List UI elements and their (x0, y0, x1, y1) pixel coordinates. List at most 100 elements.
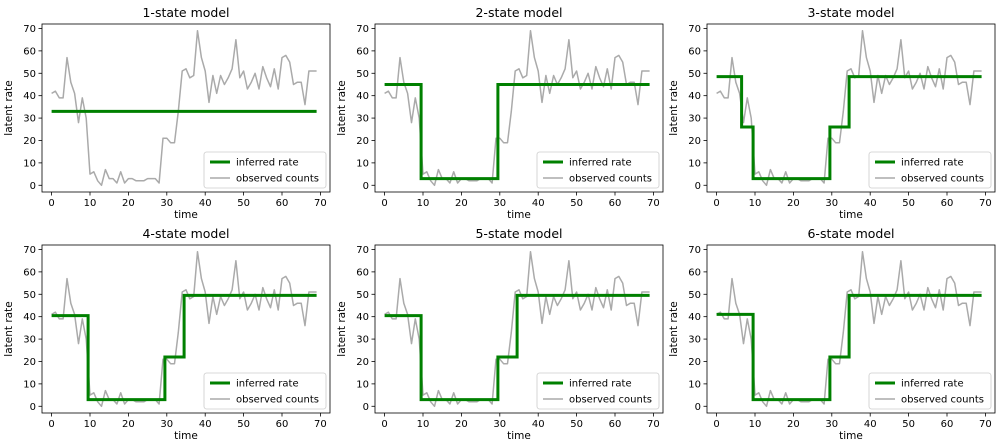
x-tick-label: 70 (314, 198, 327, 209)
legend: inferred rate observed counts (868, 372, 992, 410)
chart-title: 2-state model (475, 5, 562, 20)
legend-label-inferred: inferred rate (569, 158, 632, 169)
y-tick-label: 50 (23, 69, 36, 80)
chart-title: 5-state model (475, 226, 562, 241)
x-tick-label: 50 (902, 198, 915, 209)
x-axis-label: time (174, 430, 198, 442)
x-tick-label: 60 (609, 198, 622, 209)
inferred-rate-line (716, 293, 982, 402)
y-tick-label: 10 (23, 158, 36, 169)
y-axis-label: latent rate (668, 80, 680, 135)
y-tick-label: 60 (23, 267, 36, 278)
x-tick-label: 30 (825, 419, 838, 430)
x-tick-label: 60 (276, 419, 289, 430)
chart-title: 4-state model (142, 226, 229, 241)
y-tick-label: 50 (356, 290, 369, 301)
y-tick-label: 50 (688, 69, 701, 80)
y-tick-label: 70 (688, 24, 701, 35)
x-tick-label: 70 (647, 419, 660, 430)
y-tick-label: 40 (688, 312, 701, 323)
x-tick-label: 60 (276, 198, 289, 209)
x-tick-label: 10 (749, 198, 762, 209)
x-tick-label: 40 (532, 198, 545, 209)
y-tick-label: 30 (23, 114, 36, 125)
x-tick-label: 70 (314, 419, 327, 430)
y-axis-label: latent rate (3, 301, 15, 356)
x-tick-label: 50 (902, 419, 915, 430)
y-axis-label: latent rate (336, 301, 348, 356)
y-tick-label: 70 (356, 245, 369, 256)
y-tick-label: 30 (688, 335, 701, 346)
legend-label-observed: observed counts (901, 395, 984, 406)
legend: inferred rate observed counts (203, 151, 327, 189)
legend: inferred rate observed counts (868, 151, 992, 189)
chart-title: 3-state model (807, 5, 894, 20)
x-tick-label: 10 (84, 419, 97, 430)
x-axis-label: time (174, 209, 198, 221)
y-tick-label: 40 (356, 312, 369, 323)
x-tick-label: 10 (417, 198, 430, 209)
y-tick-label: 0 (363, 402, 369, 413)
y-tick-label: 40 (356, 91, 369, 102)
legend-box (536, 372, 660, 410)
chart-panel-1: 1-state model 0 10 20 30 40 50 60 70 0 10 20 30 40 50 6… (3, 5, 331, 221)
chart-title: 6-state model (807, 226, 894, 241)
x-tick-label: 20 (122, 198, 135, 209)
axes-frame (41, 244, 331, 414)
y-tick-label: 20 (688, 357, 701, 368)
y-tick-label: 20 (356, 136, 369, 147)
legend-label-inferred: inferred rate (236, 158, 299, 169)
legend-box (868, 151, 992, 189)
x-tick-label: 0 (713, 419, 719, 430)
y-tick-label: 0 (695, 402, 701, 413)
y-tick-label: 0 (363, 181, 369, 192)
axes-frame (374, 244, 664, 414)
legend-label-observed: observed counts (236, 174, 319, 185)
x-tick-label: 70 (647, 198, 660, 209)
x-tick-label: 20 (455, 198, 468, 209)
legend-box (203, 372, 327, 410)
legend-label-observed: observed counts (569, 174, 652, 185)
x-tick-label: 30 (160, 198, 173, 209)
legend: inferred rate observed counts (536, 372, 660, 410)
x-axis-label: time (839, 430, 863, 442)
x-tick-label: 20 (122, 419, 135, 430)
x-tick-label: 0 (381, 198, 387, 209)
observed-counts-line (51, 29, 317, 187)
x-tick-label: 50 (570, 419, 583, 430)
legend-label-observed: observed counts (569, 395, 652, 406)
x-tick-label: 0 (48, 419, 54, 430)
y-tick-label: 10 (356, 379, 369, 390)
x-tick-label: 10 (417, 419, 430, 430)
axes-frame (706, 23, 996, 193)
inferred-rate-line (716, 75, 982, 181)
y-tick-label: 60 (356, 267, 369, 278)
inferred-rate-line (51, 293, 317, 402)
x-tick-label: 70 (979, 419, 992, 430)
y-tick-label: 20 (23, 357, 36, 368)
legend: inferred rate observed counts (536, 151, 660, 189)
y-tick-label: 10 (356, 158, 369, 169)
x-tick-label: 10 (749, 419, 762, 430)
y-tick-label: 30 (356, 114, 369, 125)
y-axis-label: latent rate (336, 80, 348, 135)
x-axis-label: time (507, 430, 531, 442)
y-tick-label: 0 (30, 181, 36, 192)
y-tick-label: 30 (356, 335, 369, 346)
legend-box (203, 151, 327, 189)
x-tick-label: 20 (787, 198, 800, 209)
legend-label-inferred: inferred rate (901, 379, 964, 390)
x-tick-label: 40 (199, 419, 212, 430)
x-tick-label: 40 (199, 198, 212, 209)
y-tick-label: 50 (23, 290, 36, 301)
legend: inferred rate observed counts (203, 372, 327, 410)
y-tick-label: 70 (23, 245, 36, 256)
observed-counts-line (384, 250, 650, 408)
chart-panel-6: 6-state model 0 10 20 30 40 50 60 70 0 10 20 30 40 50 6… (668, 226, 996, 442)
y-tick-label: 0 (30, 402, 36, 413)
x-tick-label: 0 (48, 198, 54, 209)
x-tick-label: 60 (609, 419, 622, 430)
y-tick-label: 20 (23, 136, 36, 147)
observed-counts-line (51, 250, 317, 408)
